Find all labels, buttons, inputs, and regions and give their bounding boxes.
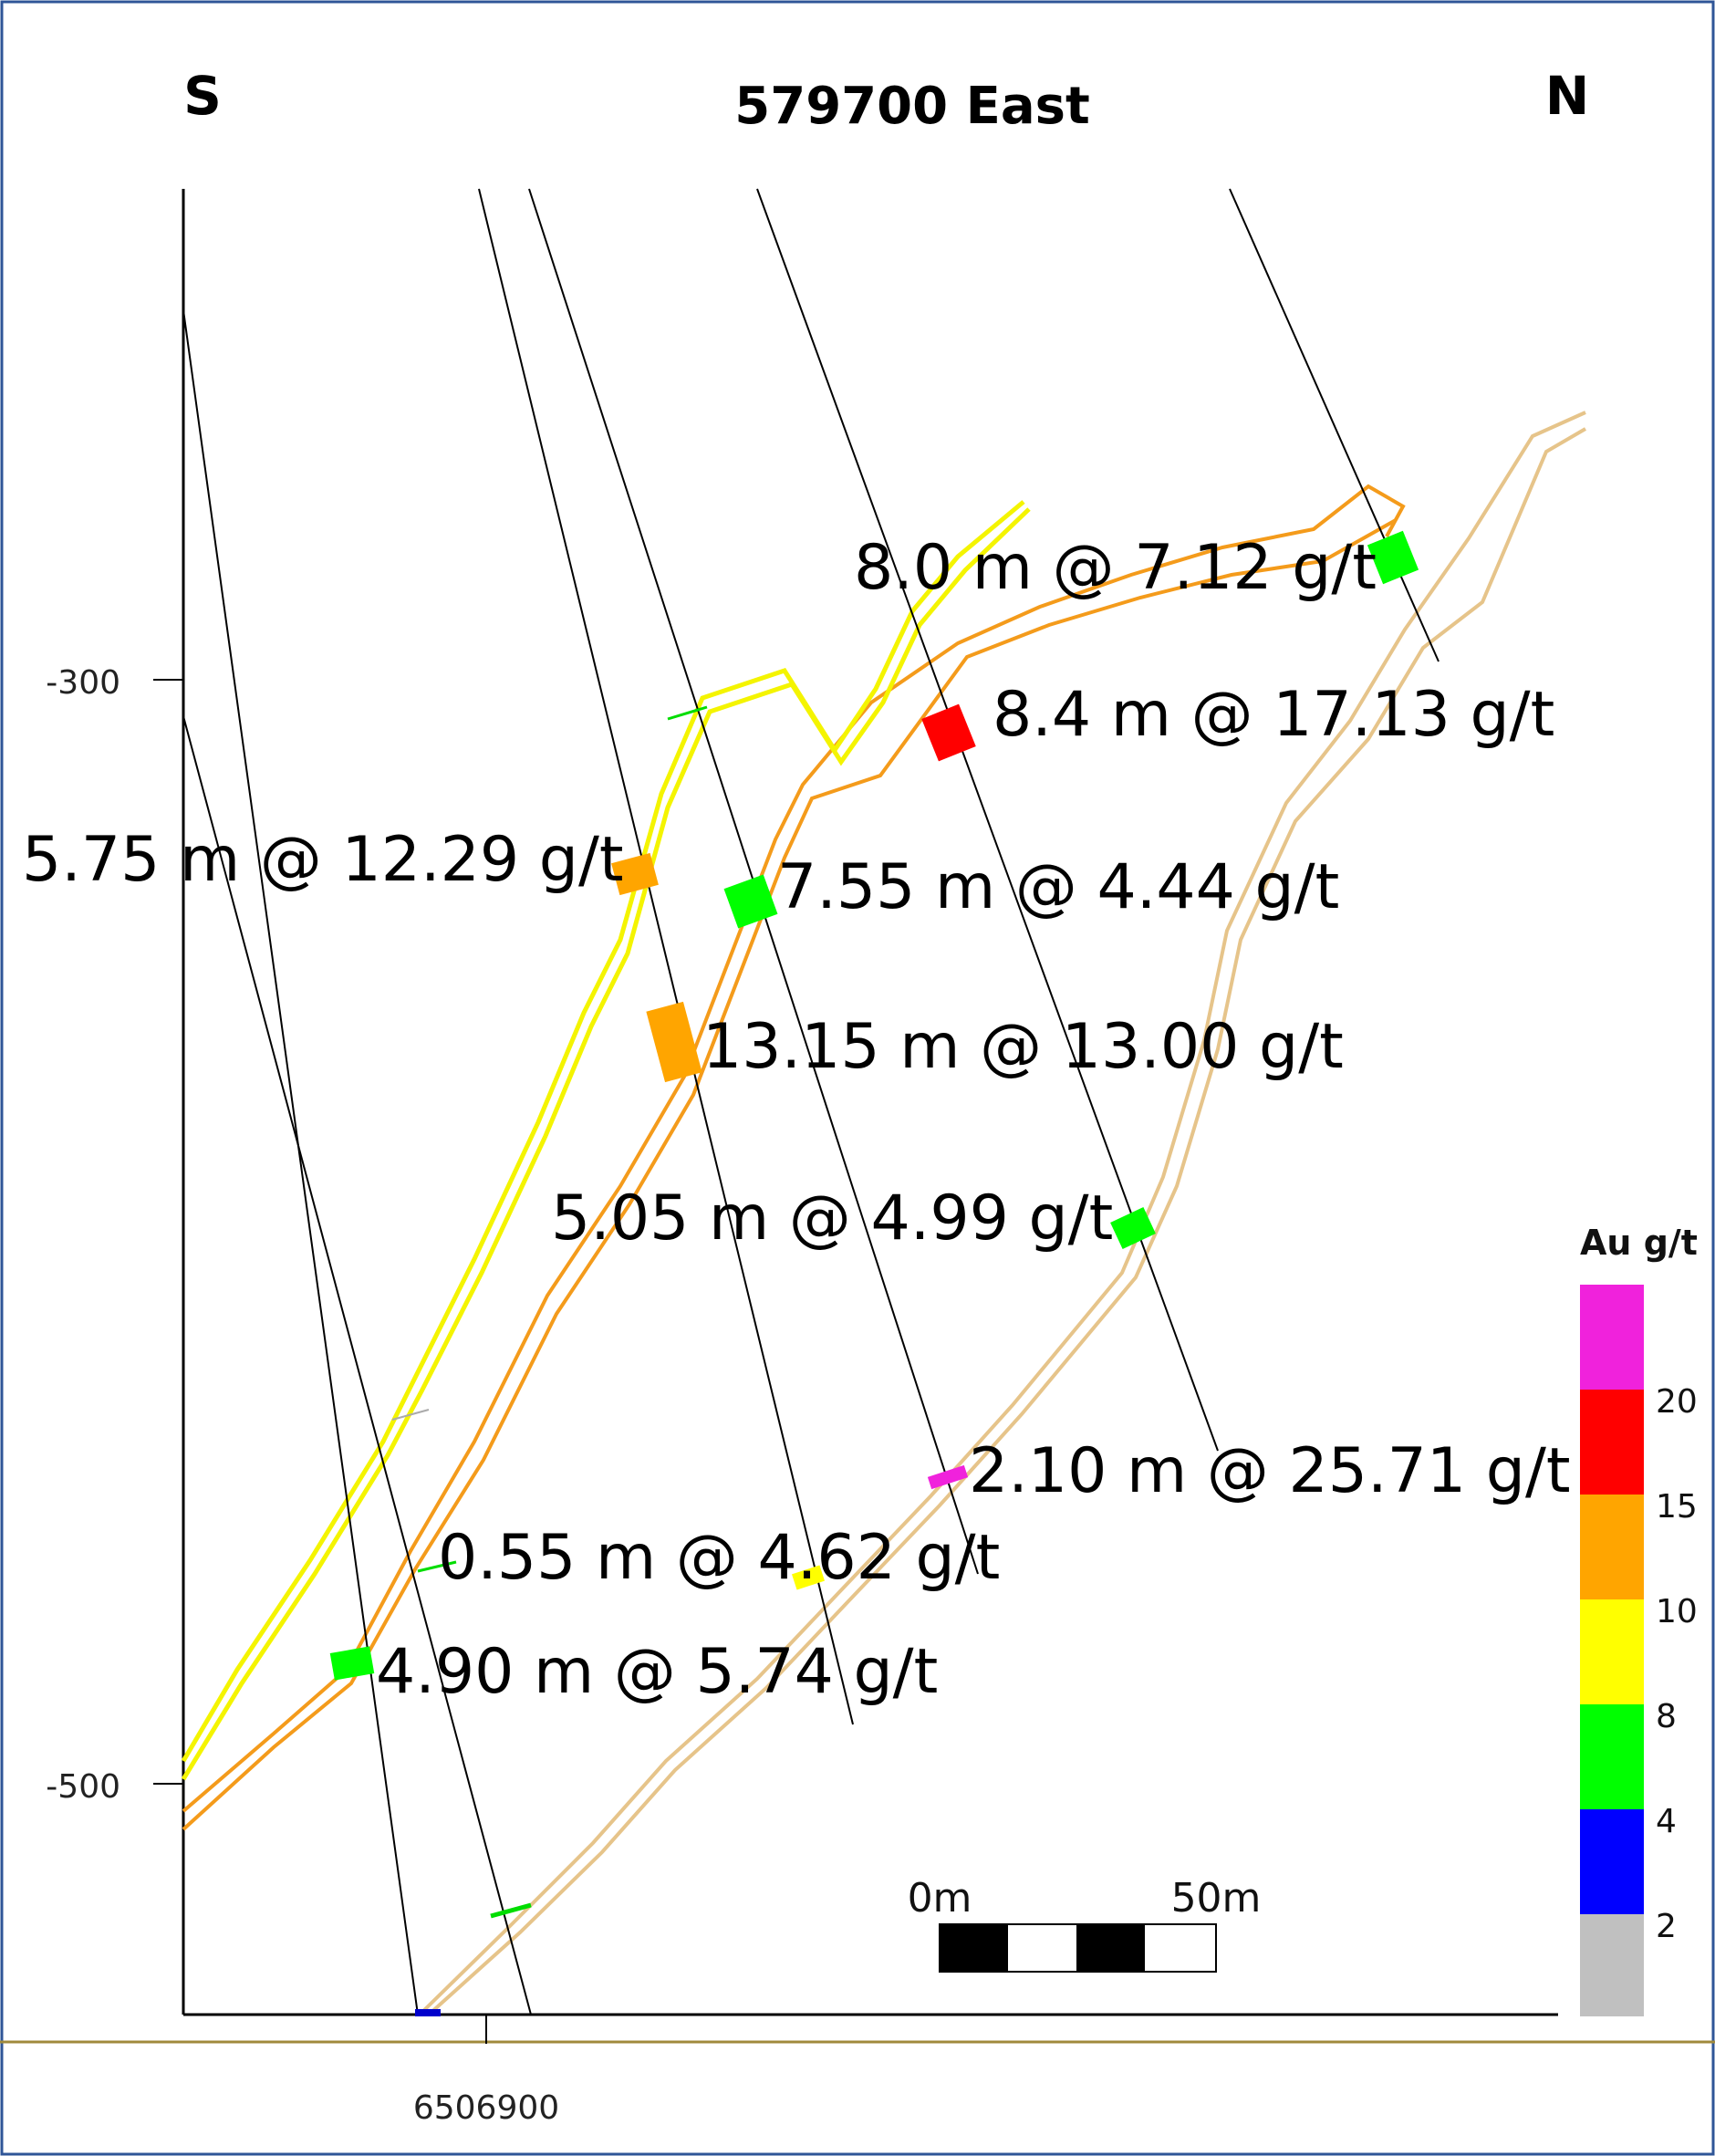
legend-swatch: [1580, 1495, 1644, 1599]
assay-tick: [417, 1560, 457, 1573]
intercept-label: 4.90 m @ 5.74 g/t: [376, 1636, 938, 1708]
intercept-block: [646, 1001, 702, 1083]
intercept-block: [792, 1565, 825, 1590]
intercept-label: 8.4 m @ 17.13 g/t: [993, 679, 1554, 751]
grade-legend: Au g/t 20 15 10 8 4 2: [1580, 1223, 1698, 2016]
drill-traces: [182, 188, 1440, 2015]
legend-swatch: [1580, 1914, 1644, 2016]
northing-tick-label: 6506900: [413, 2089, 559, 2127]
intercept-label: 7.55 m @ 4.44 g/t: [777, 851, 1339, 923]
scale-bar-start-label: 0m: [908, 1875, 972, 1922]
legend-label: 8: [1656, 1698, 1677, 1735]
intercept-block: [723, 874, 778, 929]
intercept-block: [611, 852, 659, 896]
assay-tick: [391, 1409, 430, 1421]
yellow-zone: [181, 500, 1031, 1781]
legend-label: 2: [1656, 1908, 1677, 1945]
legend-swatch: [1580, 1390, 1644, 1495]
intercept-block: [921, 703, 976, 762]
legend-swatch: [1580, 1704, 1644, 1809]
legend-swatch: [1580, 1285, 1644, 1390]
intercept-block: [329, 1646, 375, 1681]
scale-bar-end-label: 50m: [1171, 1875, 1262, 1922]
assay-tick: [667, 705, 708, 721]
legend-title: Au g/t: [1580, 1223, 1698, 1263]
north-label: N: [1545, 65, 1590, 127]
elevation-tick-label: -300: [46, 664, 120, 702]
intercept-label: 13.15 m @ 13.00 g/t: [702, 1011, 1344, 1083]
intercept-label: 8.0 m @ 7.12 g/t: [854, 532, 1377, 604]
intercept-block: [927, 1464, 969, 1490]
intercept-label: 0.55 m @ 4.62 g/t: [438, 1522, 1000, 1594]
legend-swatch: [1580, 1599, 1644, 1704]
legend-label: 20: [1656, 1383, 1698, 1421]
legend-label: 4: [1656, 1803, 1677, 1840]
scale-bar: 0m 50m: [908, 1875, 1262, 1973]
legend-label: 10: [1656, 1593, 1698, 1630]
assay-tick: [490, 1902, 532, 1919]
elevation-tick-label: -500: [46, 1768, 120, 1806]
intercept-label: 5.75 m @ 12.29 g/t: [22, 824, 624, 896]
intercept-label: 5.05 m @ 4.99 g/t: [551, 1182, 1113, 1255]
south-label: S: [183, 65, 222, 127]
legend-label: 15: [1656, 1488, 1698, 1526]
intercept-label: 2.10 m @ 25.71 g/t: [969, 1435, 1571, 1507]
section-title: 579700 East: [734, 77, 1089, 136]
assay-tick: [415, 2009, 441, 2016]
intercept-block: [1367, 530, 1419, 585]
legend-swatch: [1580, 1809, 1644, 1914]
intercept-block: [1110, 1207, 1156, 1249]
